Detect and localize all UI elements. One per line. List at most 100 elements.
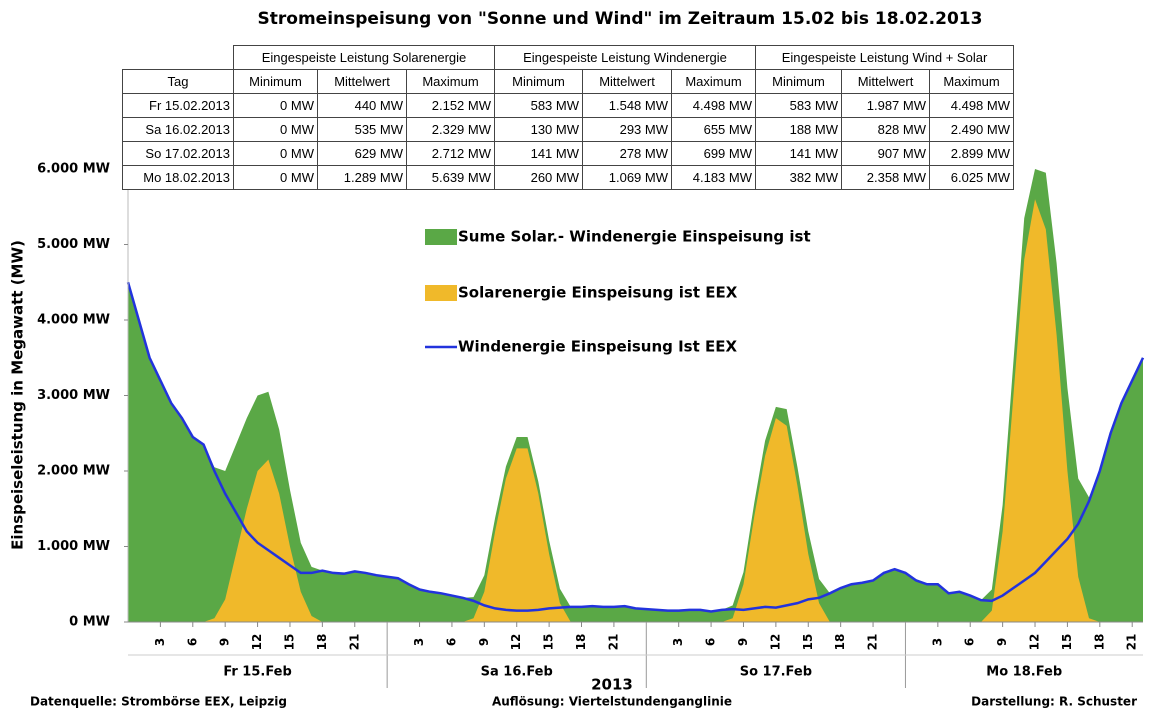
y-tick-label: 4.000 MW xyxy=(37,313,110,328)
x-tick-label: 3 xyxy=(671,638,685,646)
x-tick-label: 18 xyxy=(833,634,847,651)
x-tick-label: 21 xyxy=(347,634,361,651)
table-cell: 629 MW xyxy=(317,141,407,166)
table-cell: Mo 18.02.2013 xyxy=(122,165,234,190)
table-cell: 907 MW xyxy=(841,141,930,166)
x-tick-label: 12 xyxy=(1028,634,1042,651)
x-tick-label: 21 xyxy=(1125,634,1139,651)
x-tick-label: 3 xyxy=(412,638,426,646)
table-cell: 293 MW xyxy=(582,117,672,142)
table-cell: 655 MW xyxy=(671,117,756,142)
x-tick-label: 12 xyxy=(509,634,523,651)
x-tick-label: 9 xyxy=(736,638,750,646)
table-cell: 0 MW xyxy=(233,93,318,118)
y-tick-label: 2.000 MW xyxy=(37,464,110,479)
chart-title: Stromeinspeisung von "Sonne und Wind" im… xyxy=(258,9,983,29)
x-tick-label: 21 xyxy=(866,634,880,651)
table-cell: Minimum xyxy=(233,69,318,94)
table-cell: Fr 15.02.2013 xyxy=(122,93,234,118)
x-tick-label: 15 xyxy=(801,634,815,651)
table-cell: Mittelwert xyxy=(582,69,672,94)
table-cell: Mittelwert xyxy=(317,69,407,94)
x-tick-label: 3 xyxy=(930,638,944,646)
table-cell: 5.639 MW xyxy=(406,165,495,190)
table-cell: 2.712 MW xyxy=(406,141,495,166)
x-tick-label: 6 xyxy=(185,638,199,646)
table-cell: 2.899 MW xyxy=(929,141,1014,166)
table-cell: Maximum xyxy=(929,69,1014,94)
legend-label: Solarenergie Einspeisung ist EEX xyxy=(458,284,738,302)
table-cell: Maximum xyxy=(671,69,756,94)
table-cell: 0 MW xyxy=(233,117,318,142)
table-cell: 2.490 MW xyxy=(929,117,1014,142)
author-note: Darstellung: R. Schuster xyxy=(971,695,1137,709)
table-cell: 0 MW xyxy=(233,165,318,190)
x-tick-label: 6 xyxy=(444,638,458,646)
x-tick-label: 6 xyxy=(704,638,718,646)
summary-table: Eingespeiste Leistung Solarenergie Einges… xyxy=(122,45,1014,190)
table-row: Fr 15.02.2013 0 MW 440 MW 2.152 MW 583 MW 1.5… xyxy=(122,93,1014,118)
x-tick-label: 9 xyxy=(477,638,491,646)
y-axis-label: Einspeiseleistung in Megawatt (MW) xyxy=(9,240,27,550)
x-tick-label: 12 xyxy=(250,634,264,651)
y-tick-label: 6.000 MW xyxy=(37,162,110,177)
table-cell: 583 MW xyxy=(494,93,583,118)
day-label: So 17.Feb xyxy=(740,665,812,680)
table-cell: 699 MW xyxy=(671,141,756,166)
table-cell: 260 MW xyxy=(494,165,583,190)
table-row: Sa 16.02.2013 0 MW 535 MW 2.329 MW 130 MW 293… xyxy=(122,117,1014,142)
table-cell: 1.069 MW xyxy=(582,165,672,190)
table-cell: 4.183 MW xyxy=(671,165,756,190)
table-cell: Mittelwert xyxy=(841,69,930,94)
table-cell: 6.025 MW xyxy=(929,165,1014,190)
day-label: Mo 18.Feb xyxy=(986,665,1062,680)
legend-label: Windenergie Einspeisung Ist EEX xyxy=(458,338,737,356)
x-tick-label: 6 xyxy=(963,638,977,646)
table-cell: 141 MW xyxy=(755,141,842,166)
table-cell: 0 MW xyxy=(233,141,318,166)
x-axis-label: 2013 xyxy=(591,676,633,694)
table-cell: So 17.02.2013 xyxy=(122,141,234,166)
x-tick-label: 12 xyxy=(768,634,782,651)
line xyxy=(126,281,1145,613)
table-row: Tag Minimum Mittelwert Maximum Minimum Mittel… xyxy=(122,69,1014,94)
table-cell: 2.358 MW xyxy=(841,165,930,190)
table-cell: 141 MW xyxy=(494,141,583,166)
table-cell: 278 MW xyxy=(582,141,672,166)
table-cell: Minimum xyxy=(755,69,842,94)
day-label: Sa 16.Feb xyxy=(481,665,553,680)
table-cell: Tag xyxy=(122,69,234,94)
x-tick-label: 18 xyxy=(315,634,329,651)
table-cell: 2.329 MW xyxy=(406,117,495,142)
table-cell: Eingespeiste Leistung Solarenergie xyxy=(233,45,495,70)
y-tick-label: 5.000 MW xyxy=(37,237,110,252)
table-row: Eingespeiste Leistung Solarenergie Einges… xyxy=(123,45,1014,70)
x-tick-label: 18 xyxy=(1092,634,1106,651)
x-tick-label: 9 xyxy=(218,638,232,646)
table-cell: 440 MW xyxy=(317,93,407,118)
table-cell: 535 MW xyxy=(317,117,407,142)
table-cell: Minimum xyxy=(494,69,583,94)
table-cell: 1.289 MW xyxy=(317,165,407,190)
area xyxy=(128,199,1143,622)
y-tick-label: 3.000 MW xyxy=(37,388,110,403)
table-cell: Sa 16.02.2013 xyxy=(122,117,234,142)
table-row: So 17.02.2013 0 MW 629 MW 2.712 MW 141 MW 278… xyxy=(122,141,1014,166)
table-cell: Maximum xyxy=(406,69,495,94)
table-blank xyxy=(123,46,234,70)
source-note: Datenquelle: Strombörse EEX, Leipzig xyxy=(30,695,287,709)
table-cell: 1.548 MW xyxy=(582,93,672,118)
resolution-note: Auflösung: Viertelstundenganglinie xyxy=(492,695,732,709)
x-tick-label: 18 xyxy=(574,634,588,651)
legend-label: Sume Solar.- Windenergie Einspeisung ist xyxy=(458,228,811,246)
legend-swatch xyxy=(425,229,457,245)
table-cell: Eingespeiste Leistung Wind + Solar xyxy=(755,45,1014,70)
table-cell: 583 MW xyxy=(755,93,842,118)
table-row: Mo 18.02.2013 0 MW 1.289 MW 5.639 MW 260 MW 1… xyxy=(122,165,1014,190)
x-tick-label: 15 xyxy=(542,634,556,651)
table-cell: 4.498 MW xyxy=(929,93,1014,118)
x-tick-label: 15 xyxy=(1060,634,1074,651)
table-cell: 4.498 MW xyxy=(671,93,756,118)
